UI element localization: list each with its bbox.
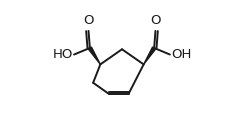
Text: OH: OH (171, 48, 192, 61)
Polygon shape (144, 47, 156, 64)
Text: HO: HO (52, 48, 73, 61)
Text: O: O (150, 14, 161, 27)
Text: O: O (83, 14, 94, 27)
Polygon shape (88, 47, 100, 64)
